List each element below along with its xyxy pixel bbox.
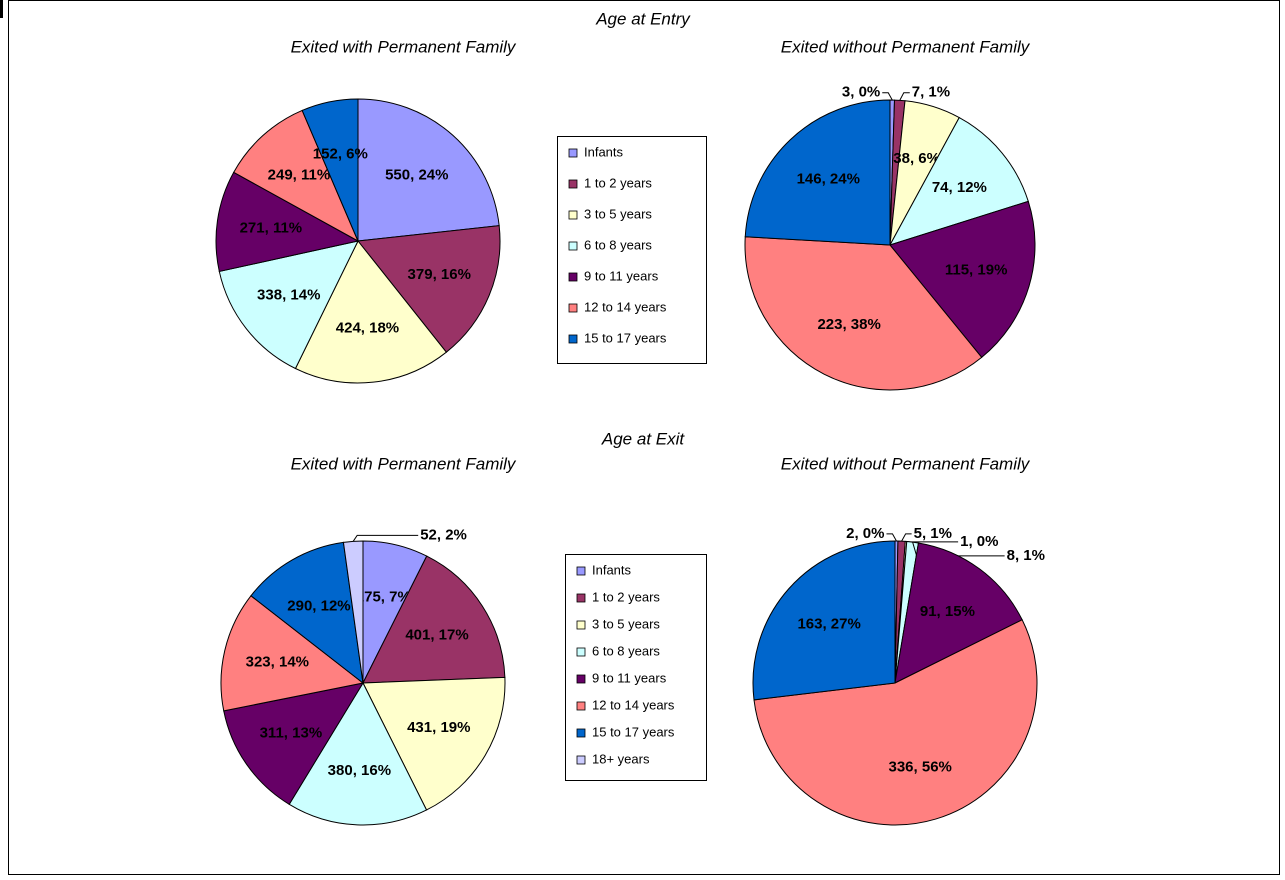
legend-label: 15 to 17 years [584, 330, 667, 345]
chart-title: Exited with Permanent Family [291, 454, 517, 473]
pie-slice [744, 99, 891, 246]
legend-label: 15 to 17 years [592, 724, 675, 739]
legend-swatch [568, 241, 578, 251]
legend-swatch [568, 179, 578, 189]
data-label: 290, 12% [287, 598, 350, 615]
legend-box [565, 554, 707, 781]
data-label: 401, 17% [405, 626, 468, 643]
pie-slice [294, 240, 448, 384]
data-label: 424, 18% [336, 319, 399, 336]
data-label: 379, 16% [408, 266, 471, 283]
pie-slice [752, 540, 896, 701]
data-label: 2, 0% [846, 525, 884, 542]
pie-slice [362, 555, 506, 684]
chart-title: Exited without Permanent Family [781, 454, 1031, 473]
legend-label: 18+ years [592, 751, 650, 766]
legend-swatch [576, 620, 586, 630]
pie-slice [362, 676, 506, 811]
data-label: 311, 13% [260, 724, 323, 741]
legend-swatch [568, 334, 578, 344]
data-label: 431, 19% [407, 719, 470, 736]
data-label: 5, 1% [914, 525, 952, 542]
data-label: 38, 6% [893, 150, 940, 167]
data-label: 7, 1% [912, 84, 950, 101]
data-label: 271, 11% [240, 219, 303, 236]
data-label: 74, 12% [932, 179, 987, 196]
pie-slice [744, 236, 983, 391]
data-label: 380, 16% [328, 762, 391, 779]
legend-label: Infants [584, 144, 624, 159]
pie-slice [223, 682, 365, 806]
legend-label: 1 to 2 years [584, 175, 652, 190]
legend-swatch [568, 272, 578, 282]
data-label: 550, 24% [385, 166, 448, 183]
legend-swatch [568, 148, 578, 158]
legend-label: 3 to 5 years [584, 206, 652, 221]
pie-slice [888, 116, 1029, 246]
leader-line [901, 533, 912, 542]
data-label: 249, 11% [268, 167, 331, 184]
legend-swatch [568, 210, 578, 220]
pie-slice [357, 98, 500, 242]
pie-slice [250, 541, 364, 685]
data-label: 163, 27% [797, 616, 860, 633]
pie-slice [301, 98, 359, 242]
chart-title: Exited with Permanent Family [291, 37, 517, 56]
pie-slice [894, 542, 1023, 684]
legend-swatch [568, 303, 578, 313]
legend-swatch [576, 674, 586, 684]
legend-swatch [576, 647, 586, 657]
data-label: 52, 2% [420, 526, 467, 543]
pie-slice [233, 109, 360, 243]
legend-swatch [576, 566, 586, 576]
legend-label: 9 to 11 years [592, 670, 667, 685]
data-label: 336, 56% [889, 758, 952, 775]
data-label: 3, 0% [842, 84, 880, 101]
legend-label: 12 to 14 years [592, 697, 675, 712]
leader-line [899, 92, 910, 101]
data-label: 323, 14% [246, 654, 309, 671]
legend-label: 1 to 2 years [592, 589, 660, 604]
data-label: 146, 24% [797, 171, 860, 188]
legend-box [557, 136, 707, 364]
legend-label: 6 to 8 years [584, 237, 652, 252]
data-label: 175, 7% [356, 588, 411, 605]
leader-line [352, 534, 419, 542]
legend-label: 9 to 11 years [584, 268, 659, 283]
legend-label: Infants [592, 562, 632, 577]
legend-swatch [576, 593, 586, 603]
chart-title: Exited without Permanent Family [781, 37, 1031, 56]
legend-label: 12 to 14 years [584, 299, 667, 314]
pie-slice [753, 619, 1038, 826]
pie-slice [288, 681, 428, 826]
pie-slice [218, 240, 359, 370]
legend-label: 3 to 5 years [592, 616, 660, 631]
leader-line [886, 533, 897, 542]
leader-line [882, 92, 893, 101]
pie-slice [220, 595, 365, 712]
legend-label: 6 to 8 years [592, 643, 660, 658]
legend-swatch [576, 728, 586, 738]
data-label: 223, 38% [817, 316, 880, 333]
section-title: Age at Exit [601, 429, 685, 448]
section-title: Age at Entry [595, 9, 691, 28]
data-label: 1, 0% [960, 533, 998, 550]
pie-slice [215, 171, 360, 273]
legend-swatch [576, 755, 586, 765]
data-label: 338, 14% [257, 286, 320, 303]
pie-slice [889, 200, 1036, 359]
data-label: 152, 6% [313, 146, 368, 163]
data-label: 115, 19% [945, 262, 1008, 279]
pie-slice [357, 225, 501, 353]
data-label: 91, 15% [920, 603, 975, 620]
edge-mark [0, 0, 3, 18]
data-label: 8, 1% [1007, 547, 1045, 564]
legend-swatch [576, 701, 586, 711]
